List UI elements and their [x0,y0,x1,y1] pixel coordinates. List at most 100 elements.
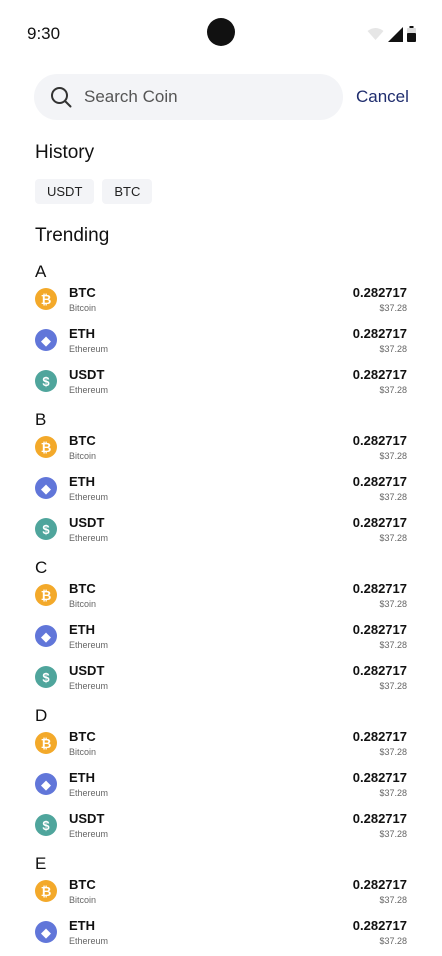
coin-symbol: USDT [69,367,105,382]
coin-symbol: BTC [69,285,96,300]
coin-value: $37.28 [379,640,407,650]
coin-value: $37.28 [379,533,407,543]
coin-row[interactable]: $ USDT Ethereum 0.282717 $37.28 [0,365,442,406]
coin-value: $37.28 [379,895,407,905]
coin-value: $37.28 [379,344,407,354]
coin-amount: 0.282717 [352,285,407,300]
status-bar: 9:30 [0,0,442,60]
coin-row[interactable]: ₿ BTC Bitcoin 0.282717 $37.28 [0,727,442,768]
coin-name: Bitcoin [69,747,97,757]
coin-symbol: USDT [69,811,105,826]
coin-row[interactable]: ₿ BTC Bitcoin 0.282717 $37.28 [0,875,442,916]
coin-row[interactable]: ◆ ETH Ethereum 0.282717 $37.28 [0,916,442,956]
coin-amount: 0.282717 [352,367,407,382]
coin-amount: 0.282717 [352,729,407,744]
status-icons [367,26,416,42]
coin-symbol: ETH [69,918,95,933]
camera-cutout [207,18,235,46]
bitcoin-icon: ₿ [35,584,57,606]
coin-amount: 0.282717 [352,622,407,637]
history-chip[interactable]: USDT [35,179,95,204]
coin-amount: 0.282717 [352,581,407,596]
coin-symbol: ETH [69,326,95,341]
coin-name: Bitcoin [69,895,97,905]
coin-name: Ethereum [69,788,109,798]
status-time: 9:30 [27,24,61,43]
coin-name: Bitcoin [69,599,97,609]
coin-symbol: ETH [69,474,95,489]
coin-value: $37.28 [379,599,407,609]
coin-symbol: ETH [69,622,95,637]
coin-amount: 0.282717 [352,515,407,530]
trending-list: A ₿ BTC Bitcoin 0.282717 $37.28 ◆ ETH Ethereum 0.… [0,258,442,956]
bitcoin-icon: ₿ [35,288,57,310]
coin-name: Ethereum [69,640,109,650]
coin-name: Ethereum [69,492,109,502]
cancel-button[interactable]: Cancel [356,87,409,106]
coin-symbol: BTC [69,581,96,596]
coin-name: Ethereum [69,936,109,946]
coin-row[interactable]: $ USDT Ethereum 0.282717 $37.28 [0,809,442,850]
group-letter: B [35,410,47,429]
bitcoin-icon: ₿ [35,880,57,902]
bitcoin-icon: ₿ [35,436,57,458]
coin-value: $37.28 [379,681,407,691]
coin-name: Ethereum [69,533,109,543]
coin-name: Bitcoin [69,303,97,313]
coin-row[interactable]: ₿ BTC Bitcoin 0.282717 $37.28 [0,431,442,472]
coin-amount: 0.282717 [352,918,407,933]
coin-amount: 0.282717 [352,326,407,341]
coin-value: $37.28 [379,747,407,757]
coin-row[interactable]: ◆ ETH Ethereum 0.282717 $37.28 [0,324,442,365]
coin-name: Ethereum [69,829,109,839]
coin-row[interactable]: $ USDT Ethereum 0.282717 $37.28 [0,513,442,554]
coin-symbol: BTC [69,877,96,892]
coin-amount: 0.282717 [352,433,407,448]
search-input[interactable] [84,74,334,120]
history-chip[interactable]: BTC [102,179,153,204]
trending-title: Trending [35,225,110,246]
tether-icon: $ [35,666,57,688]
coin-symbol: USDT [69,515,105,530]
bitcoin-icon: ₿ [35,732,57,754]
coin-amount: 0.282717 [352,770,407,785]
signal-icon [388,26,403,42]
history-chips: USDT BTC [35,179,153,204]
coin-value: $37.28 [379,829,407,839]
ethereum-icon: ◆ [35,625,57,647]
coin-symbol: BTC [69,729,96,744]
group-letter: C [35,558,48,577]
wifi-icon [367,28,384,40]
ethereum-icon: ◆ [35,773,57,795]
search-icon [51,87,72,108]
coin-row[interactable]: ◆ ETH Ethereum 0.282717 $37.28 [0,472,442,513]
coin-symbol: USDT [69,663,105,678]
coin-name: Ethereum [69,681,109,691]
coin-name: Ethereum [69,385,109,395]
coin-amount: 0.282717 [352,474,407,489]
coin-amount: 0.282717 [352,811,407,826]
coin-row[interactable]: ₿ BTC Bitcoin 0.282717 $37.28 [0,579,442,620]
group-letter: D [35,706,48,725]
coin-amount: 0.282717 [352,877,407,892]
coin-row[interactable]: ◆ ETH Ethereum 0.282717 $37.28 [0,768,442,809]
search-box[interactable] [34,74,343,120]
coin-value: $37.28 [379,936,407,946]
tether-icon: $ [35,814,57,836]
coin-value: $37.28 [379,492,407,502]
tether-icon: $ [35,370,57,392]
history-title: History [35,142,95,163]
tether-icon: $ [35,518,57,540]
coin-row[interactable]: ₿ BTC Bitcoin 0.282717 $37.28 [0,283,442,324]
ethereum-icon: ◆ [35,329,57,351]
coin-value: $37.28 [379,451,407,461]
coin-row[interactable]: ◆ ETH Ethereum 0.282717 $37.28 [0,620,442,661]
battery-icon [407,26,416,42]
coin-value: $37.28 [379,385,407,395]
coin-name: Bitcoin [69,451,97,461]
coin-value: $37.28 [379,303,407,313]
coin-symbol: BTC [69,433,96,448]
group-letter: E [35,854,47,873]
coin-value: $37.28 [379,788,407,798]
coin-row[interactable]: $ USDT Ethereum 0.282717 $37.28 [0,661,442,702]
